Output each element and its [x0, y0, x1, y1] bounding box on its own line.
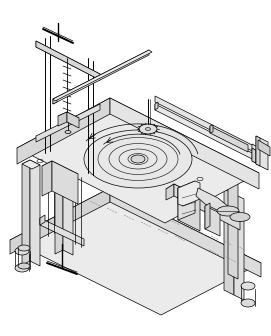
Ellipse shape — [65, 130, 71, 133]
Polygon shape — [67, 112, 79, 128]
Polygon shape — [63, 149, 73, 255]
Polygon shape — [17, 98, 259, 223]
Ellipse shape — [18, 245, 30, 251]
Polygon shape — [36, 104, 100, 142]
Ellipse shape — [139, 124, 157, 134]
Polygon shape — [58, 112, 79, 122]
Polygon shape — [10, 188, 261, 315]
Ellipse shape — [15, 264, 29, 272]
Ellipse shape — [241, 282, 255, 290]
Polygon shape — [36, 41, 100, 80]
Polygon shape — [53, 50, 149, 104]
Polygon shape — [166, 184, 240, 223]
Polygon shape — [17, 98, 110, 164]
Polygon shape — [42, 161, 52, 196]
Polygon shape — [256, 136, 260, 166]
Polygon shape — [40, 215, 45, 225]
Polygon shape — [252, 144, 265, 155]
Polygon shape — [256, 136, 268, 170]
Polygon shape — [22, 160, 40, 169]
Polygon shape — [258, 140, 270, 156]
Polygon shape — [252, 148, 256, 163]
Polygon shape — [155, 96, 262, 156]
Polygon shape — [155, 104, 262, 164]
Polygon shape — [166, 184, 174, 200]
Ellipse shape — [217, 206, 239, 216]
Polygon shape — [40, 218, 84, 246]
Polygon shape — [58, 112, 67, 126]
Polygon shape — [205, 203, 210, 229]
Ellipse shape — [241, 299, 255, 307]
Polygon shape — [205, 206, 220, 236]
Polygon shape — [174, 184, 240, 230]
Ellipse shape — [230, 212, 250, 221]
Polygon shape — [22, 160, 30, 265]
Polygon shape — [234, 194, 244, 300]
Polygon shape — [55, 149, 63, 254]
Polygon shape — [210, 125, 213, 133]
Polygon shape — [178, 181, 195, 220]
Polygon shape — [53, 50, 152, 101]
Polygon shape — [110, 188, 261, 277]
Polygon shape — [252, 148, 265, 168]
Polygon shape — [42, 161, 78, 179]
Polygon shape — [53, 97, 57, 104]
Ellipse shape — [84, 130, 192, 188]
Polygon shape — [178, 181, 200, 206]
Polygon shape — [228, 173, 238, 279]
Ellipse shape — [18, 263, 30, 269]
Polygon shape — [178, 188, 200, 231]
Polygon shape — [110, 98, 259, 189]
Polygon shape — [196, 188, 230, 214]
Polygon shape — [224, 189, 234, 295]
Polygon shape — [155, 102, 158, 110]
Polygon shape — [210, 126, 248, 152]
Polygon shape — [30, 160, 40, 266]
Ellipse shape — [131, 155, 145, 163]
Ellipse shape — [146, 127, 150, 130]
Ellipse shape — [15, 247, 29, 255]
Polygon shape — [36, 41, 100, 80]
Polygon shape — [10, 188, 110, 254]
Polygon shape — [52, 161, 78, 204]
